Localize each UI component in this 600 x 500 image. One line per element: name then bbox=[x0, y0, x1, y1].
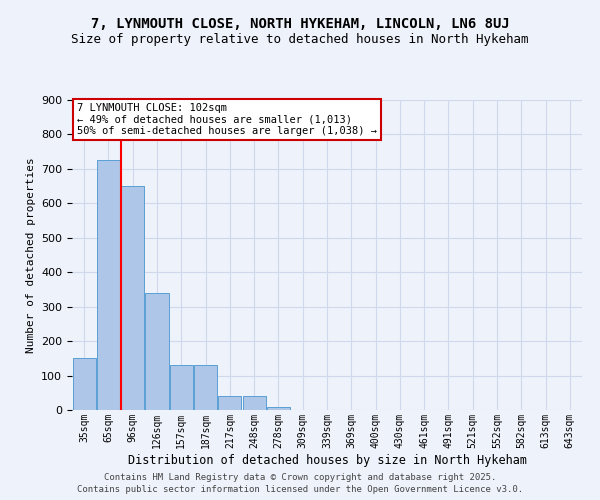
Bar bbox=[194, 365, 217, 410]
Bar bbox=[242, 396, 266, 410]
Text: Contains public sector information licensed under the Open Government Licence v3: Contains public sector information licen… bbox=[77, 485, 523, 494]
X-axis label: Distribution of detached houses by size in North Hykeham: Distribution of detached houses by size … bbox=[128, 454, 527, 466]
Text: 7, LYNMOUTH CLOSE, NORTH HYKEHAM, LINCOLN, LN6 8UJ: 7, LYNMOUTH CLOSE, NORTH HYKEHAM, LINCOL… bbox=[91, 18, 509, 32]
Bar bbox=[267, 406, 290, 410]
Bar bbox=[73, 358, 95, 410]
Bar bbox=[97, 160, 120, 410]
Bar bbox=[218, 396, 241, 410]
Bar bbox=[145, 293, 169, 410]
Bar bbox=[121, 186, 144, 410]
Text: Size of property relative to detached houses in North Hykeham: Size of property relative to detached ho… bbox=[71, 32, 529, 46]
Y-axis label: Number of detached properties: Number of detached properties bbox=[26, 157, 35, 353]
Text: Contains HM Land Registry data © Crown copyright and database right 2025.: Contains HM Land Registry data © Crown c… bbox=[104, 472, 496, 482]
Bar bbox=[170, 365, 193, 410]
Text: 7 LYNMOUTH CLOSE: 102sqm
← 49% of detached houses are smaller (1,013)
50% of sem: 7 LYNMOUTH CLOSE: 102sqm ← 49% of detach… bbox=[77, 103, 377, 136]
